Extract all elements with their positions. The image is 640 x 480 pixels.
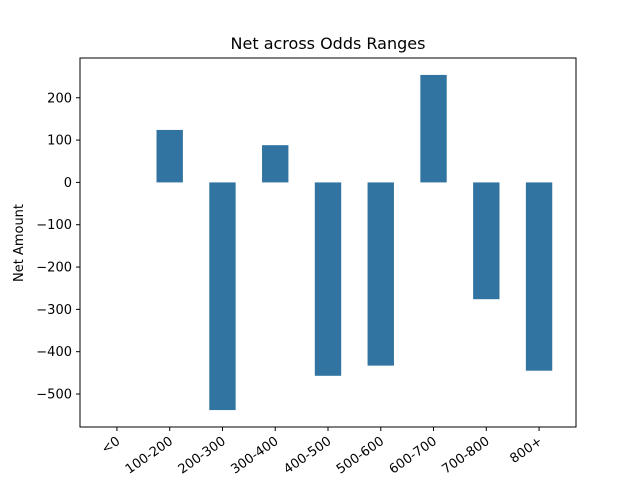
chart-title: Net across Odds Ranges xyxy=(231,34,426,53)
bars-layer xyxy=(156,74,553,411)
y-axis-ticks: −500 −400 −300 −200 −100 0 100 200 xyxy=(36,91,80,402)
y-tick-label-3: −200 xyxy=(36,261,72,276)
y-tick-label-2: −300 xyxy=(36,303,72,318)
bar-6 xyxy=(420,74,447,183)
y-tick-label-6: 100 xyxy=(47,134,72,149)
bar-3 xyxy=(262,145,289,183)
y-tick-label-5: 0 xyxy=(64,176,72,191)
bar-1 xyxy=(156,129,183,183)
plot-frame xyxy=(79,57,577,428)
bar-2 xyxy=(209,182,236,411)
y-tick-label-1: −400 xyxy=(36,345,72,360)
y-tick-label-0: −500 xyxy=(36,387,72,402)
y-axis-label: Net Amount xyxy=(12,204,27,282)
bar-5 xyxy=(367,182,394,366)
bar-4 xyxy=(314,182,342,376)
bar-8 xyxy=(525,182,553,371)
y-tick-label-4: −100 xyxy=(36,218,72,233)
bar-7 xyxy=(473,182,500,300)
y-tick-label-7: 200 xyxy=(47,91,72,106)
